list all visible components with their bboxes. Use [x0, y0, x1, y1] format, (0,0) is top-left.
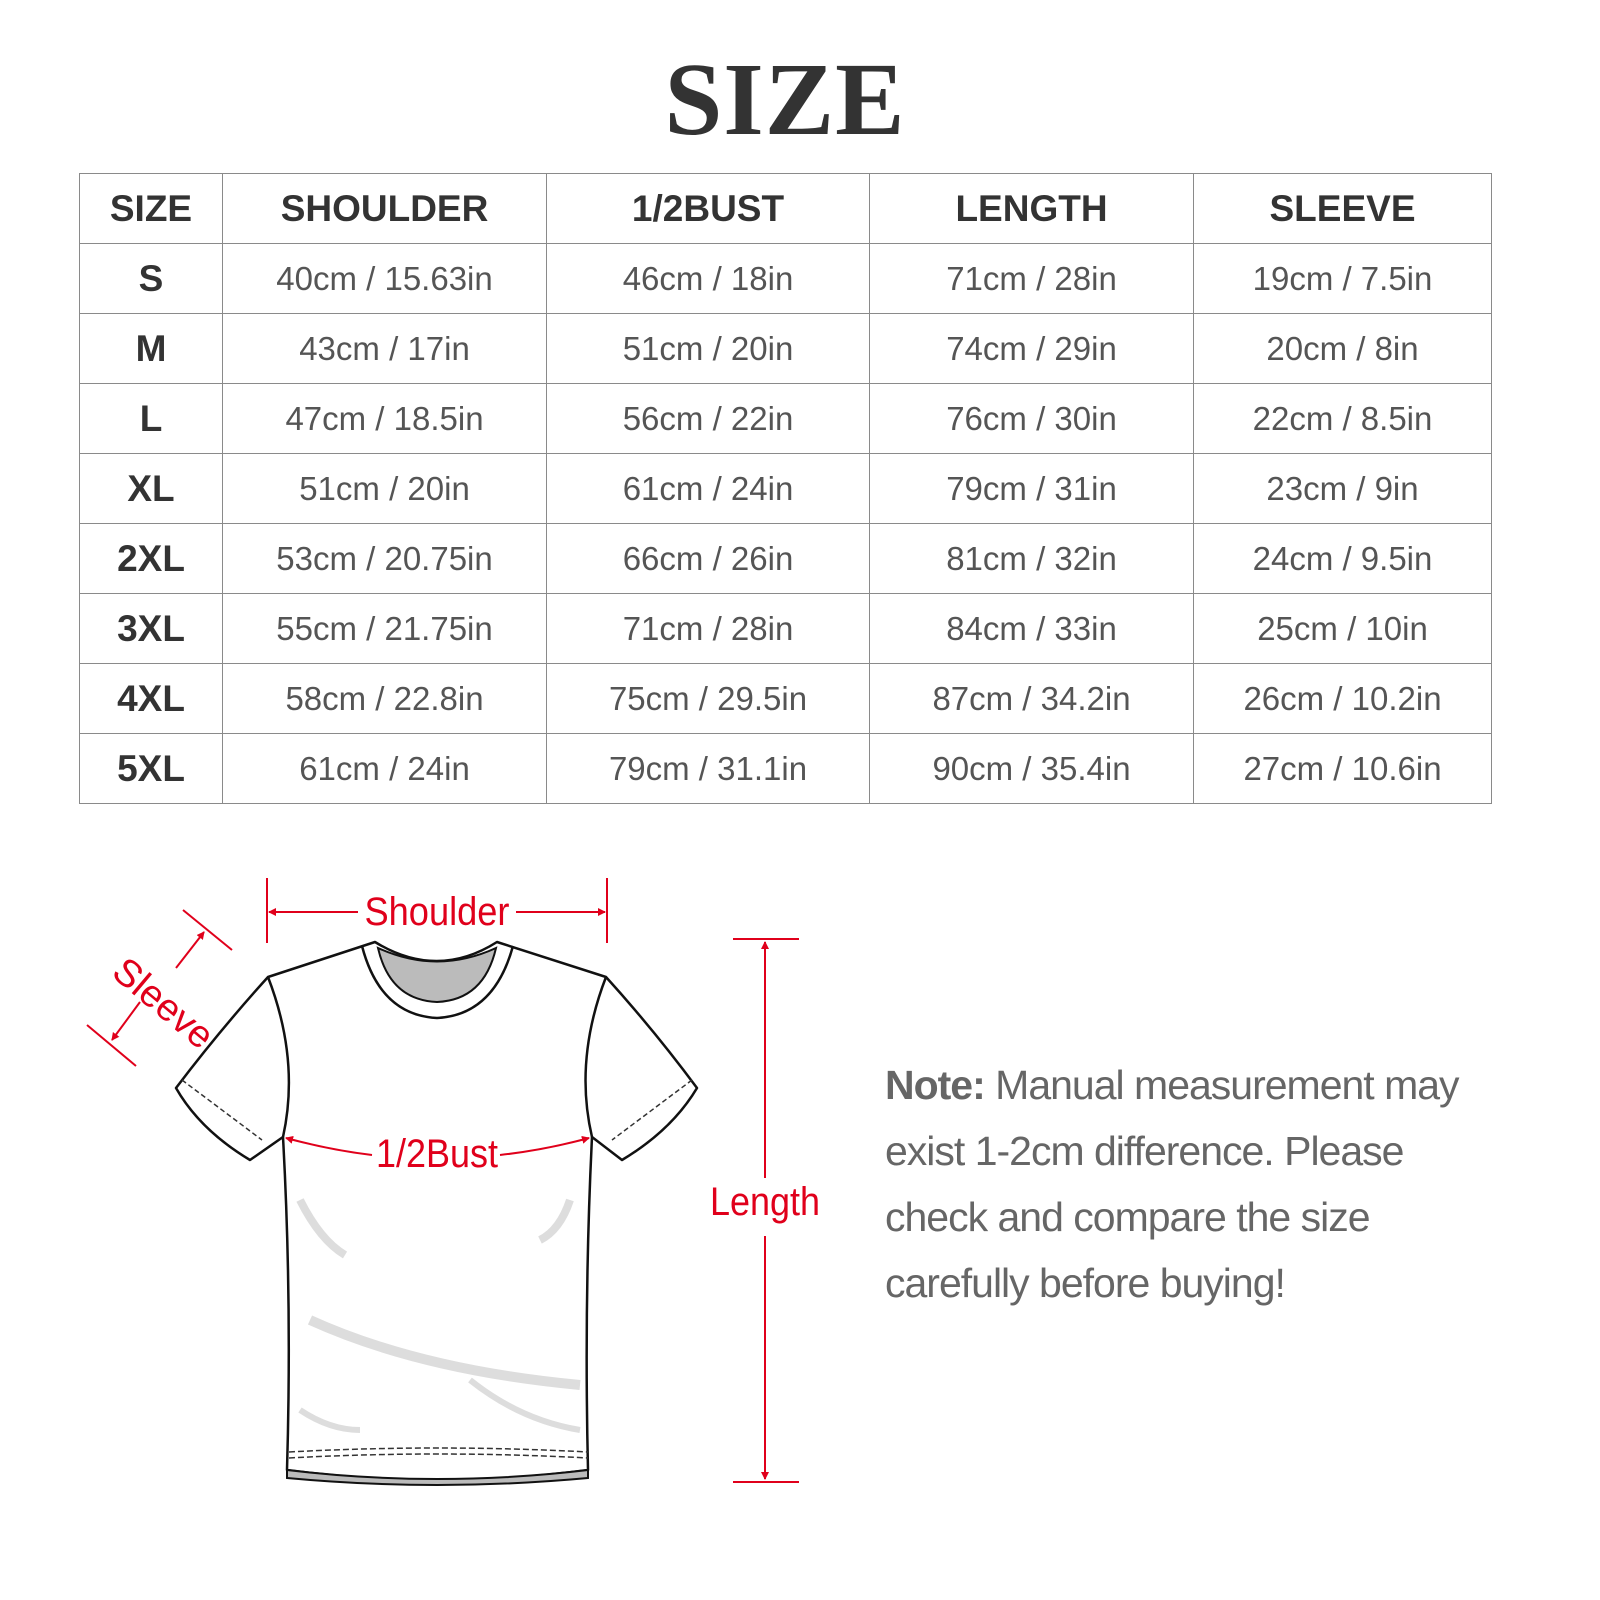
- note-text: Manual measurement may exist 1-2cm diffe…: [885, 1062, 1460, 1306]
- measurement-cell: 58cm / 22.8in: [222, 663, 547, 734]
- measurement-cell: 22cm / 8.5in: [1193, 383, 1492, 454]
- size-cell: 5XL: [79, 733, 223, 804]
- table-row: 4XL 58cm / 22.8in 75cm / 29.5in 87cm / 34.2…: [79, 663, 1492, 734]
- size-cell: 3XL: [79, 593, 223, 664]
- table-row: S 40cm / 15.63in 46cm / 18in 71cm / 28in 19c…: [79, 243, 1492, 314]
- measurement-cell: 20cm / 8in: [1193, 313, 1492, 384]
- measurement-cell: 51cm / 20in: [546, 313, 870, 384]
- header-size: SIZE: [79, 173, 223, 244]
- measurement-note: Note: Manual measurement may exist 1-2cm…: [885, 1052, 1495, 1316]
- size-cell: XL: [79, 453, 223, 524]
- size-cell: M: [79, 313, 223, 384]
- measurement-cell: 53cm / 20.75in: [222, 523, 547, 594]
- header-length: LENGTH: [869, 173, 1194, 244]
- measurement-cell: 46cm / 18in: [546, 243, 870, 314]
- measurement-cell: 66cm / 26in: [546, 523, 870, 594]
- header-bust: 1/2BUST: [546, 173, 870, 244]
- size-cell: 4XL: [79, 663, 223, 734]
- measurement-cell: 90cm / 35.4in: [869, 733, 1194, 804]
- table-row: 2XL 53cm / 20.75in 66cm / 26in 81cm / 32in 2…: [79, 523, 1492, 594]
- shoulder-measure: [266, 878, 608, 943]
- measurement-cell: 26cm / 10.2in: [1193, 663, 1492, 734]
- table-row: 3XL 55cm / 21.75in 71cm / 28in 84cm / 33in 2…: [79, 593, 1492, 664]
- measurement-cell: 51cm / 20in: [222, 453, 547, 524]
- page-title: SIZE: [664, 42, 906, 157]
- measurement-cell: 25cm / 10in: [1193, 593, 1492, 664]
- measurement-cell: 40cm / 15.63in: [222, 243, 547, 314]
- shoulder-label: Shoulder: [365, 890, 510, 934]
- measurement-cell: 27cm / 10.6in: [1193, 733, 1492, 804]
- note-label: Note:: [885, 1062, 986, 1108]
- tshirt-icon: [174, 940, 699, 1486]
- header-sleeve: SLEEVE: [1193, 173, 1492, 244]
- size-table: SIZE SHOULDER 1/2BUST LENGTH SLEEVE S 40c…: [79, 173, 1492, 804]
- measurement-cell: 81cm / 32in: [869, 523, 1194, 594]
- length-measure: [733, 938, 799, 1483]
- measurement-cell: 75cm / 29.5in: [546, 663, 870, 734]
- measurement-cell: 74cm / 29in: [869, 313, 1194, 384]
- measurement-cell: 61cm / 24in: [546, 453, 870, 524]
- measurement-cell: 71cm / 28in: [869, 243, 1194, 314]
- measurement-cell: 56cm / 22in: [546, 383, 870, 454]
- measurement-cell: 71cm / 28in: [546, 593, 870, 664]
- bust-measure: [285, 1135, 590, 1156]
- measurement-cell: 24cm / 9.5in: [1193, 523, 1492, 594]
- measurement-cell: 84cm / 33in: [869, 593, 1194, 664]
- measurement-cell: 19cm / 7.5in: [1193, 243, 1492, 314]
- table-row: XL 51cm / 20in 61cm / 24in 79cm / 31in 23cm …: [79, 453, 1492, 524]
- measurement-cell: 43cm / 17in: [222, 313, 547, 384]
- measurement-cell: 61cm / 24in: [222, 733, 547, 804]
- table-row: M 43cm / 17in 51cm / 20in 74cm / 29in 20cm /…: [79, 313, 1492, 384]
- length-label: Length: [710, 1180, 820, 1224]
- table-header-row: SIZE SHOULDER 1/2BUST LENGTH SLEEVE: [79, 173, 1492, 244]
- size-cell: L: [79, 383, 223, 454]
- bust-label: 1/2Bust: [376, 1132, 498, 1176]
- measurement-cell: 23cm / 9in: [1193, 453, 1492, 524]
- size-cell: S: [79, 243, 223, 314]
- measurement-cell: 55cm / 21.75in: [222, 593, 547, 664]
- measurement-cell: 76cm / 30in: [869, 383, 1194, 454]
- sleeve-label: Sleeve: [104, 950, 221, 1058]
- table-row: 5XL 61cm / 24in 79cm / 31.1in 90cm / 35.4in…: [79, 733, 1492, 804]
- measurement-cell: 79cm / 31.1in: [546, 733, 870, 804]
- sleeve-measure: [86, 909, 233, 1067]
- table-row: L 47cm / 18.5in 56cm / 22in 76cm / 30in 22cm…: [79, 383, 1492, 454]
